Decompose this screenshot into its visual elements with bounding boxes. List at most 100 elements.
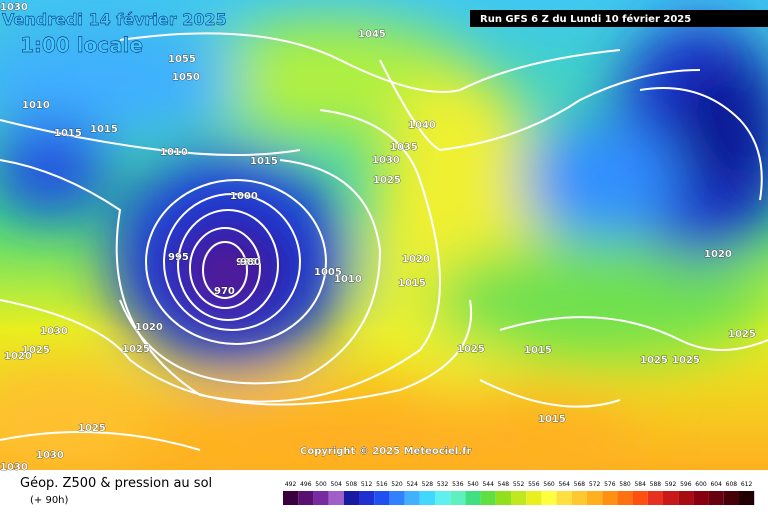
colorbar-cell [541, 491, 557, 505]
isobar-label: 1020 [402, 254, 430, 265]
isobar-label: 975 [236, 257, 257, 268]
colorbar-label: 608 [726, 481, 738, 488]
isobar-label: 995 [168, 252, 189, 263]
isobar-label: 1055 [168, 54, 196, 65]
colorbar-label: 524 [406, 481, 418, 488]
isobar-label: 1025 [457, 344, 485, 355]
isobar-label: 1030 [0, 462, 28, 473]
isobar-label: 970 [214, 286, 235, 297]
colorbar: 492 496 500 504 508 512 516 520 524 528 532 536 540 5… [283, 481, 755, 505]
time: 1:00 locale [20, 33, 143, 57]
colorbar-label: 536 [452, 481, 464, 488]
colorbar-cell [404, 491, 420, 505]
colorbar-label: 508 [346, 481, 358, 488]
colorbar-cell [723, 491, 739, 505]
isobar-label: 1010 [334, 274, 362, 285]
colorbar-label: 580 [619, 481, 631, 488]
colorbar-label: 500 [315, 481, 327, 488]
colorbar-cell [708, 491, 724, 505]
isobar-label: 1000 [230, 191, 258, 202]
date: Vendredi 14 février 2025 [2, 10, 227, 29]
isobar-label: 1010 [160, 147, 188, 158]
colorbar-cell [678, 491, 694, 505]
isobar-label: 1025 [22, 345, 50, 356]
colorbar-cell [663, 491, 679, 505]
colorbar-label: 596 [680, 481, 692, 488]
isobar-label: 1015 [538, 414, 566, 425]
colorbar-label: 584 [634, 481, 646, 488]
colorbar-cell [617, 491, 633, 505]
colorbar-cell [450, 491, 466, 505]
colorbar-label: 492 [285, 481, 297, 488]
colorbar-label: 520 [391, 481, 403, 488]
colorbar-label: 496 [300, 481, 312, 488]
colorbar-label: 552 [513, 481, 525, 488]
colorbar-cell [313, 491, 329, 505]
colorbar-label: 540 [467, 481, 479, 488]
colorbar-label: 576 [604, 481, 616, 488]
colorbar-label: 568 [574, 481, 586, 488]
isobar-label: 1025 [373, 175, 401, 186]
colorbar-cell [435, 491, 451, 505]
colorbar-label: 532 [437, 481, 449, 488]
isobar-label: 1025 [122, 344, 150, 355]
isobar-label: 1030 [36, 450, 64, 461]
colorbar-cell [480, 491, 496, 505]
isobar-label: 1020 [135, 322, 163, 333]
colorbar-label: 528 [422, 481, 434, 488]
colorbar-label: 560 [543, 481, 555, 488]
colorbar-cell [389, 491, 405, 505]
colorbar-cell [526, 491, 542, 505]
colorbar-cell [328, 491, 344, 505]
colorbar-label: 592 [665, 481, 677, 488]
colorbar-label: 548 [498, 481, 510, 488]
colorbar-cell [419, 491, 435, 505]
copyright: Copyright © 2025 Meteociel.fr [300, 446, 471, 457]
colorbar-label: 604 [710, 481, 722, 488]
isobar-labels: 1030 1055 1050 1045 1010 1015 1015 1010 1015 1040… [0, 2, 756, 474]
colorbar-cell [511, 491, 527, 505]
isobar-label: 980 [240, 257, 261, 268]
isobar-label: 1050 [172, 72, 200, 83]
isobar-label: 1020 [4, 351, 32, 362]
colorbar-cell [495, 491, 511, 505]
isobar-label: 1030 [0, 2, 28, 13]
isobar-label: 1030 [40, 326, 68, 337]
colorbar-label: 564 [558, 481, 570, 488]
colorbar-cell [571, 491, 587, 505]
colorbar-cell [283, 491, 299, 505]
colorbar-label: 588 [650, 481, 662, 488]
isobar-label: 1015 [90, 124, 118, 135]
isobar-label: 1010 [22, 100, 50, 111]
isobar-label: 1015 [54, 128, 82, 139]
colorbar-label: 512 [361, 481, 373, 488]
colorbar-cell [359, 491, 375, 505]
colorbar-label: 544 [482, 481, 494, 488]
colorbar-label: 600 [695, 481, 707, 488]
isobar-label: 1040 [408, 120, 436, 131]
isobar-label: 1025 [728, 329, 756, 340]
colorbar-cell [556, 491, 572, 505]
colorbar-cell [632, 491, 648, 505]
isobar-label: 1015 [250, 156, 278, 167]
isobar-label: 1025 [672, 355, 700, 366]
colorbar-cell [298, 491, 314, 505]
colorbar-label: 572 [589, 481, 601, 488]
isobar-label: 1020 [704, 249, 732, 260]
isobar-label: 1015 [398, 278, 426, 289]
colorbar-cell [465, 491, 481, 505]
footer-title: Géop. Z500 & pression au sol [20, 476, 212, 491]
colorbar-cell [693, 491, 709, 505]
colorbar-label: 516 [376, 481, 388, 488]
run-info: Run GFS 6 Z du Lundi 10 février 2025 [480, 13, 691, 25]
isobars [0, 32, 768, 451]
colorbar-label: 556 [528, 481, 540, 488]
colorbar-label: 612 [741, 481, 753, 488]
colorbar-cell [739, 491, 755, 505]
map-field [0, 0, 768, 470]
isobar-label: 1025 [78, 423, 106, 434]
isobar-label: 1025 [640, 355, 668, 366]
colorbar-label: 504 [330, 481, 342, 488]
colorbar-cell [602, 491, 618, 505]
